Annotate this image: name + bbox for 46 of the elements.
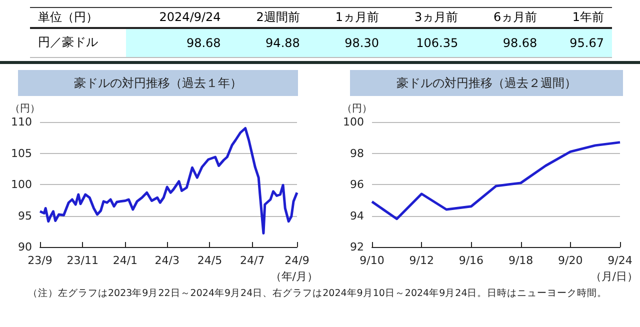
text: 単位（円）	[37, 8, 99, 26]
y-axis-title: （円）	[10, 104, 40, 114]
y-tick-label: 98	[350, 146, 364, 160]
x-tick-label: 24/9	[284, 254, 310, 267]
x-tick-label: 23/9	[28, 254, 52, 267]
data-label: 98.30	[308, 28, 387, 58]
y-tick-label: 94	[350, 209, 364, 222]
y-tick-label: 110	[11, 116, 32, 128]
category-label: 1ヵ月前	[334, 8, 380, 26]
x-tick-label: 24/5	[197, 254, 222, 267]
y-tick-label: 100	[11, 178, 32, 191]
x-tick-label: 23/11	[66, 254, 98, 267]
text: 円／豪ドル	[37, 34, 99, 52]
y-tick-label: 90	[18, 240, 32, 254]
x-axis-title: （月/日）	[590, 270, 638, 283]
x-tick-label: 9/20	[558, 254, 583, 267]
y-axis-title: （円）	[342, 104, 372, 114]
data-label: 98.68	[466, 28, 546, 58]
chart-title: 豪ドルの対円推移（過去１年）	[18, 70, 298, 96]
y-tick-label: 100	[343, 116, 364, 128]
category-label: 1年前	[571, 8, 605, 26]
category-label: 2024/9/24	[158, 9, 222, 26]
x-tick-label: 24/7	[240, 254, 265, 267]
category-label: 3ヵ月前	[413, 8, 460, 26]
data-label: 95.67	[545, 28, 612, 58]
y-tick-label: 92	[350, 240, 364, 254]
line-series	[370, 141, 622, 220]
x-tick-label: 9/16	[458, 254, 484, 267]
x-tick-label: 24/1	[112, 254, 138, 267]
x-axis-title: （年/月）	[270, 270, 318, 283]
x-tick-label: 9/24	[608, 254, 632, 267]
category-label: 6ヵ月前	[492, 8, 538, 26]
text: （注）左グラフは2023年9月22日～2024年9月24日、右グラフは2024年9月10日～2024年9月24日。日時はニューヨーク時間。	[28, 287, 608, 300]
data-label: 94.88	[228, 28, 308, 58]
data-label: 98.68	[126, 28, 229, 58]
x-tick-label: 24/3	[154, 254, 180, 267]
category-label: 2週間前	[255, 8, 301, 26]
data-label: 106.35	[387, 28, 466, 58]
x-tick-label: 9/12	[409, 254, 434, 267]
x-tick-label: 9/10	[360, 254, 384, 267]
y-tick-label: 95	[18, 209, 32, 222]
y-tick-label: 96	[350, 178, 364, 191]
x-tick-label: 9/18	[508, 254, 534, 267]
y-tick-label: 105	[11, 146, 32, 160]
line-series	[38, 127, 298, 234]
chart-title: 豪ドルの対円推移（過去２週間）	[350, 70, 623, 96]
